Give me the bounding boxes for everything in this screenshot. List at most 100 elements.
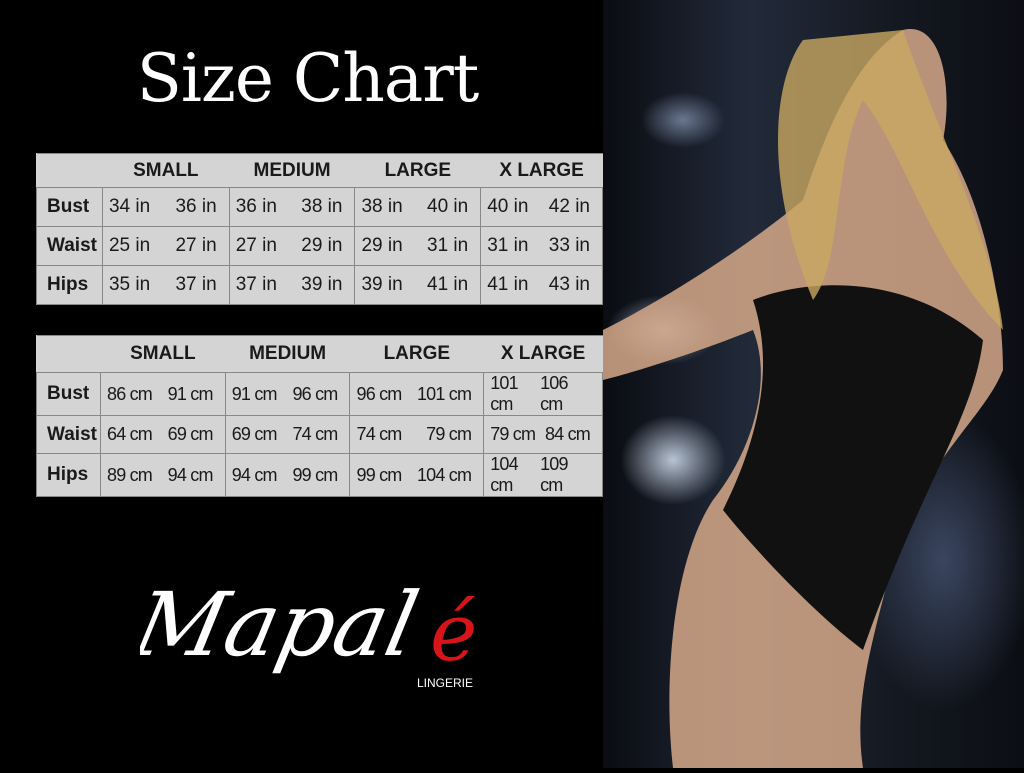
size-table-cm: SMALL MEDIUM LARGE X LARGE Bust 86 cm 91 cm 91 … [36, 335, 603, 497]
brand-tagline: LINGERIE [417, 676, 473, 690]
min-value: 31 in [487, 235, 529, 256]
size-header-small: SMALL [100, 335, 226, 373]
max-value: 27 in [175, 235, 217, 256]
size-cell: 41 in 43 in [480, 265, 603, 305]
value-pair: 37 in 39 in [230, 274, 355, 296]
size-cell: 99 cm 104 cm [349, 453, 485, 497]
max-value: 104 cm [416, 464, 472, 485]
max-value: 39 in [301, 274, 343, 295]
size-cell: 96 cm 101 cm [349, 372, 485, 416]
size-cell: 37 in 39 in [228, 265, 356, 305]
min-value: 29 in [361, 235, 403, 256]
size-header-x-large: X LARGE [483, 335, 603, 373]
size-header-small: SMALL [102, 153, 230, 188]
value-pair: 31 in 33 in [481, 235, 602, 257]
value-pair: 99 cm 104 cm [350, 465, 483, 486]
max-value: 91 cm [167, 383, 214, 404]
min-value: 64 cm [106, 424, 153, 444]
corner-cell [36, 335, 101, 373]
row-label: Waist [36, 415, 101, 454]
value-pair: 86 cm 91 cm [101, 384, 225, 405]
value-pair: 89 cm 94 cm [101, 465, 225, 486]
value-pair: 38 in 40 in [355, 196, 480, 218]
row-label: Waist [36, 226, 103, 266]
max-value: 79 cm [426, 424, 472, 444]
min-value: 89 cm [106, 464, 153, 485]
max-value: 109 cm [540, 454, 568, 495]
value-pair: 74 cm 79 cm [350, 424, 483, 445]
row-label: Bust [36, 187, 103, 227]
size-header-medium: MEDIUM [229, 153, 355, 188]
min-value: 99 cm [356, 464, 402, 485]
min-value: 37 in [235, 274, 277, 295]
max-value: 74 cm [292, 424, 338, 444]
header-row: SMALL MEDIUM LARGE X LARGE [36, 153, 603, 188]
size-cell: 27 in 29 in [228, 226, 356, 266]
size-cell: 35 in 37 in [101, 265, 230, 305]
min-value: 86 cm [106, 383, 153, 404]
value-pair: 101 cm 106 cm [484, 373, 602, 415]
size-cell: 79 cm 84 cm [483, 415, 603, 454]
max-value: 42 in [548, 196, 590, 217]
size-header-x-large: X LARGE [480, 153, 603, 188]
size-cell: 104 cm 109 cm [483, 453, 603, 497]
value-pair: 79 cm 84 cm [484, 424, 602, 445]
value-pair: 91 cm 96 cm [226, 384, 350, 405]
value-pair: 94 cm 99 cm [226, 465, 350, 486]
max-value: 37 in [175, 274, 217, 295]
max-value: 101 cm [416, 383, 472, 404]
max-value: 43 in [548, 274, 590, 295]
size-cell: 91 cm 96 cm [224, 372, 351, 416]
min-value: 39 in [361, 274, 403, 295]
size-cell: 40 in 42 in [480, 187, 603, 227]
min-value: 41 in [487, 274, 529, 295]
value-pair: 39 in 41 in [355, 274, 480, 296]
min-value: 79 cm [490, 424, 536, 444]
size-cell: 25 in 27 in [101, 226, 230, 266]
header-row: SMALL MEDIUM LARGE X LARGE [36, 335, 603, 373]
table-row: Hips 89 cm 94 cm 94 cm 99 cm 99 cm 104 cm 104 c… [36, 453, 603, 497]
size-cell: 31 in 33 in [480, 226, 603, 266]
table-row: Waist 64 cm 69 cm 69 cm 74 cm 74 cm 79 cm 79 cm… [36, 415, 603, 454]
size-cell: 94 cm 99 cm [224, 453, 351, 497]
min-value: 38 in [361, 196, 403, 217]
max-value: 94 cm [167, 464, 214, 485]
max-value: 40 in [427, 196, 469, 217]
max-value: 99 cm [292, 464, 338, 485]
size-cell: 34 in 36 in [101, 187, 230, 227]
size-cell: 64 cm 69 cm [99, 415, 226, 454]
size-header-large: LARGE [349, 335, 484, 373]
value-pair: 41 in 43 in [481, 274, 602, 296]
brand-accent: é [430, 586, 477, 679]
min-value: 91 cm [231, 383, 278, 404]
min-value: 104 cm [490, 454, 518, 495]
size-cell: 101 cm 106 cm [483, 372, 603, 416]
min-value: 96 cm [356, 383, 402, 404]
max-value: 96 cm [292, 383, 338, 404]
size-cell: 69 cm 74 cm [224, 415, 351, 454]
table-row: Waist 25 in 27 in 27 in 29 in 29 in 31 in 31 in… [36, 226, 603, 266]
max-value: 106 cm [540, 373, 568, 414]
value-pair: 35 in 37 in [103, 274, 229, 296]
size-cell: 89 cm 94 cm [99, 453, 226, 497]
value-pair: 36 in 38 in [230, 196, 355, 218]
min-value: 101 cm [490, 373, 518, 414]
size-cell: 86 cm 91 cm [99, 372, 226, 416]
value-pair: 96 cm 101 cm [350, 384, 483, 405]
min-value: 27 in [235, 235, 277, 256]
value-pair: 34 in 36 in [103, 196, 229, 218]
max-value: 38 in [301, 196, 343, 217]
value-pair: 64 cm 69 cm [101, 424, 225, 445]
value-pair: 25 in 27 in [103, 235, 229, 257]
model-silhouette [603, 29, 1003, 768]
size-cell: 39 in 41 in [354, 265, 482, 305]
size-cell: 29 in 31 in [354, 226, 482, 266]
max-value: 69 cm [167, 424, 214, 444]
size-cell: 36 in 38 in [228, 187, 356, 227]
size-header-large: LARGE [354, 153, 481, 188]
row-label: Bust [36, 372, 101, 416]
value-pair: 40 in 42 in [481, 196, 602, 218]
max-value: 31 in [427, 235, 469, 256]
min-value: 40 in [487, 196, 529, 217]
size-header-medium: MEDIUM [225, 335, 350, 373]
